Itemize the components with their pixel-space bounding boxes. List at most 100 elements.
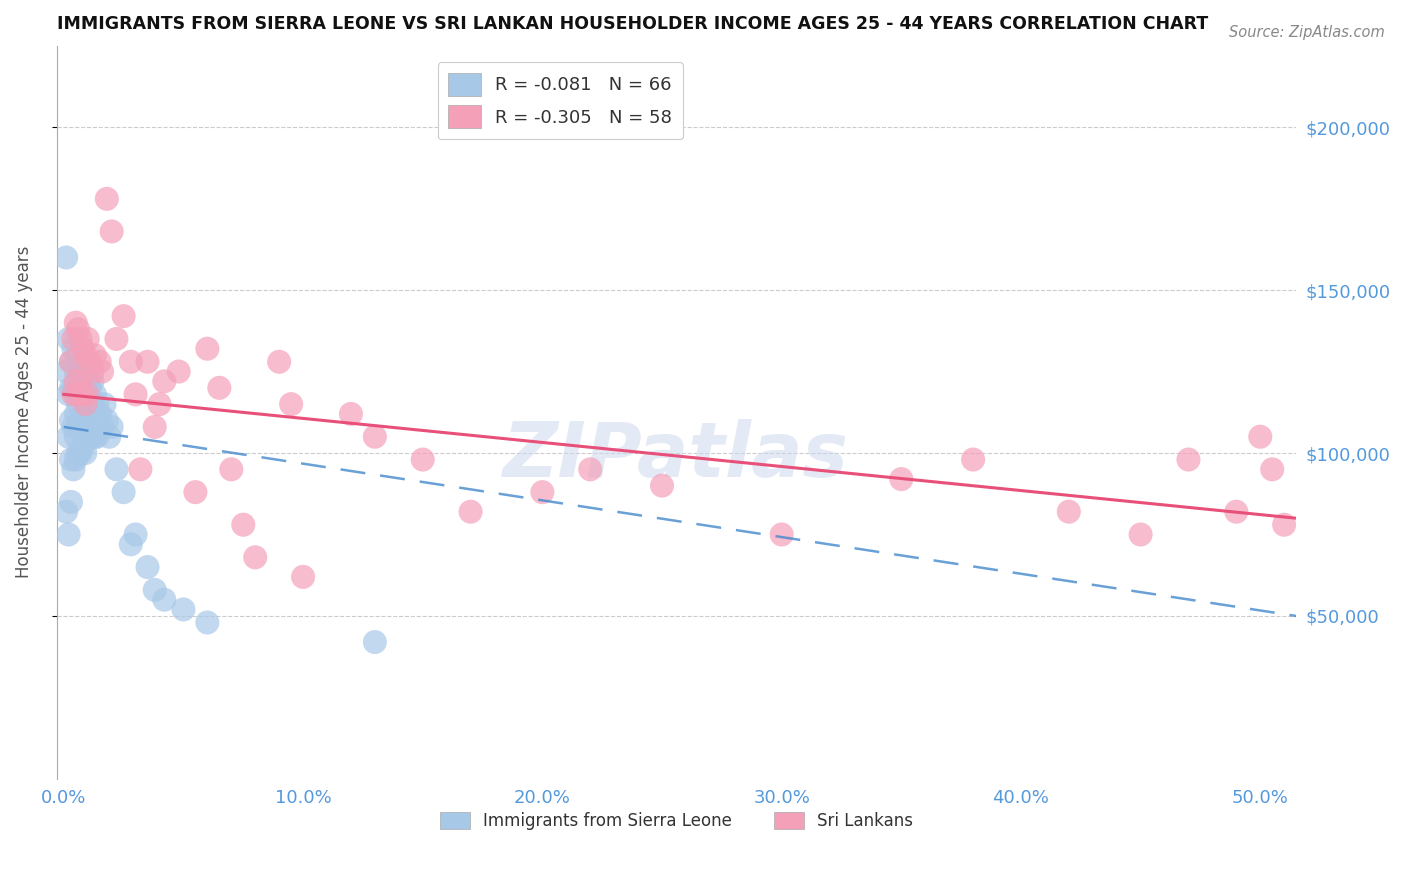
Point	[67, 322, 90, 336]
Point	[62, 342, 84, 356]
Point	[651, 478, 673, 492]
Text: ZIPatlas: ZIPatlas	[503, 419, 849, 493]
Point	[269, 355, 291, 369]
Point	[69, 446, 91, 460]
Y-axis label: Householder Income Ages 25 - 44 years: Householder Income Ages 25 - 44 years	[15, 246, 32, 579]
Point	[69, 387, 91, 401]
Point	[86, 397, 108, 411]
Point	[62, 381, 84, 395]
Point	[58, 332, 80, 346]
Point	[82, 397, 104, 411]
Point	[82, 365, 104, 379]
Point	[98, 430, 121, 444]
Point	[143, 582, 166, 597]
Point	[292, 570, 315, 584]
Point	[65, 452, 87, 467]
Point	[460, 505, 482, 519]
Point	[124, 387, 146, 401]
Point	[1129, 527, 1152, 541]
Point	[76, 375, 98, 389]
Point	[76, 332, 98, 346]
Point	[59, 452, 82, 467]
Point	[62, 420, 84, 434]
Point	[72, 387, 94, 401]
Point	[184, 485, 207, 500]
Point	[83, 387, 105, 401]
Point	[280, 397, 302, 411]
Point	[89, 355, 111, 369]
Point	[67, 375, 90, 389]
Point	[59, 355, 82, 369]
Point	[65, 387, 87, 401]
Point	[79, 355, 101, 369]
Point	[364, 430, 387, 444]
Point	[86, 430, 108, 444]
Point	[67, 387, 90, 401]
Point	[72, 342, 94, 356]
Point	[153, 375, 176, 389]
Point	[69, 365, 91, 379]
Point	[58, 527, 80, 541]
Point	[55, 505, 77, 519]
Point	[76, 397, 98, 411]
Point	[195, 615, 218, 630]
Point	[96, 413, 118, 427]
Point	[59, 495, 82, 509]
Point	[96, 192, 118, 206]
Point	[58, 430, 80, 444]
Point	[65, 365, 87, 379]
Point	[67, 397, 90, 411]
Point	[75, 387, 97, 401]
Point	[76, 387, 98, 401]
Point	[105, 462, 128, 476]
Point	[62, 387, 84, 401]
Point	[65, 316, 87, 330]
Point	[91, 420, 114, 434]
Point	[59, 381, 82, 395]
Point	[59, 355, 82, 369]
Point	[67, 446, 90, 460]
Point	[962, 452, 984, 467]
Point	[75, 413, 97, 427]
Point	[143, 420, 166, 434]
Point	[79, 420, 101, 434]
Point	[89, 407, 111, 421]
Point	[232, 517, 254, 532]
Point	[124, 527, 146, 541]
Point	[208, 381, 231, 395]
Point	[62, 332, 84, 346]
Point	[340, 407, 363, 421]
Point	[1057, 505, 1080, 519]
Point	[59, 413, 82, 427]
Point	[82, 375, 104, 389]
Text: Source: ZipAtlas.com: Source: ZipAtlas.com	[1229, 25, 1385, 40]
Point	[82, 430, 104, 444]
Point	[890, 472, 912, 486]
Point	[112, 309, 135, 323]
Point	[75, 446, 97, 460]
Point	[72, 381, 94, 395]
Point	[1177, 452, 1199, 467]
Point	[75, 397, 97, 411]
Point	[55, 365, 77, 379]
Point	[65, 407, 87, 421]
Point	[579, 462, 602, 476]
Point	[72, 440, 94, 454]
Point	[153, 592, 176, 607]
Point	[129, 462, 152, 476]
Point	[136, 355, 159, 369]
Point	[1272, 517, 1295, 532]
Point	[67, 420, 90, 434]
Point	[55, 251, 77, 265]
Point	[1225, 505, 1247, 519]
Point	[75, 365, 97, 379]
Point	[58, 387, 80, 401]
Point	[105, 332, 128, 346]
Point	[1249, 430, 1271, 444]
Point	[364, 635, 387, 649]
Point	[770, 527, 793, 541]
Point	[72, 355, 94, 369]
Point	[69, 375, 91, 389]
Point	[83, 348, 105, 362]
Point	[65, 430, 87, 444]
